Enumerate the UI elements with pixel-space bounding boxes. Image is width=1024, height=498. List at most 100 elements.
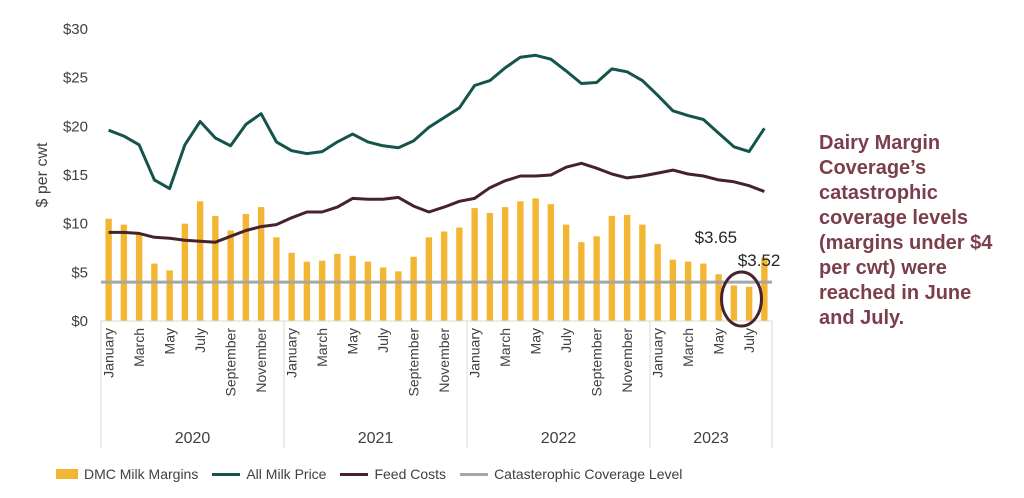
x-month-label: November (436, 328, 452, 393)
x-month-label: September (406, 328, 422, 397)
bar-dmc-margin (395, 271, 402, 321)
y-axis-label: $ per cwt (34, 142, 51, 207)
bar-dmc-margin (227, 230, 234, 321)
legend-label: Feed Costs (374, 466, 447, 482)
bar-dmc-margin (639, 224, 646, 321)
x-month-label: May (345, 328, 361, 354)
legend-item-dmc-margins: DMC Milk Margins (56, 466, 198, 482)
bar-dmc-margin (669, 259, 677, 321)
callout-line: Coverage’s (819, 157, 927, 179)
y-tick-label: $15 (63, 167, 88, 184)
legend-swatch (460, 472, 489, 476)
y-tick-label: $5 (71, 264, 88, 281)
bar-dmc-margin (242, 213, 250, 321)
bar-dmc-margin (181, 223, 189, 321)
x-month-label: September (223, 328, 239, 397)
bar-dmc-margin (196, 201, 204, 321)
bar-dmc-margin (364, 261, 372, 321)
bar-dmc-margin (379, 267, 387, 321)
bar-dmc-margin (608, 215, 616, 321)
x-month-label: May (711, 328, 727, 354)
bar-dmc-margin (303, 261, 311, 321)
legend-label: DMC Milk Margins (84, 466, 199, 482)
bar-dmc-margin (501, 207, 509, 321)
bar-dmc-margin (486, 212, 494, 321)
x-year-label: 2021 (358, 430, 394, 447)
legend-swatch (340, 472, 369, 476)
bar-dmc-margin (517, 201, 524, 321)
bar-dmc-margin (715, 274, 722, 321)
x-month-label: July (192, 328, 208, 353)
bar-dmc-margin (456, 227, 463, 321)
legend-swatch (212, 472, 241, 476)
bar-dmc-margin (700, 263, 707, 321)
x-month-label: July (375, 328, 391, 353)
x-month-label: July (741, 328, 757, 353)
x-year-label: 2020 (175, 430, 211, 447)
bar-dmc-margin (410, 256, 417, 321)
x-month-label: January (467, 328, 483, 378)
x-month-label: January (284, 328, 300, 378)
annotation-label: $3.65 (695, 228, 738, 247)
legend-item-all-milk-price: All Milk Price (212, 466, 326, 482)
x-month-label: March (680, 328, 696, 367)
x-month-label: March (314, 328, 330, 367)
callout-line: (margins under $4 (819, 232, 993, 254)
annotation-label: $3.52 (738, 251, 781, 270)
x-year-label: 2022 (541, 430, 577, 447)
bar-dmc-margin (532, 198, 539, 321)
callout-line: and July. (819, 307, 905, 329)
x-month-label: May (162, 328, 178, 354)
bar-dmc-margin (151, 263, 158, 321)
bar-dmc-margin (761, 257, 768, 321)
y-tick-label: $10 (63, 216, 88, 233)
x-month-label: November (619, 328, 635, 393)
bar-dmc-margin (318, 260, 326, 321)
bar-dmc-margin (623, 214, 631, 321)
bar-dmc-margin (562, 224, 570, 321)
callout-line: Dairy Margin (819, 132, 941, 154)
y-tick-label: $20 (63, 118, 88, 135)
bar-dmc-margin (166, 270, 173, 321)
bar-dmc-margin (349, 255, 356, 321)
callout-line: coverage levels (819, 207, 968, 229)
bar-dmc-margin (212, 215, 219, 321)
all-milk-price-line (108, 53, 766, 191)
bar-dmc-margin (730, 285, 738, 321)
legend-item-coverage-level: Catasterophic Coverage Level (460, 466, 682, 482)
x-month-label: January (650, 328, 666, 378)
bar-dmc-margin (105, 218, 112, 321)
bar-dmc-margin (288, 252, 295, 321)
y-tick-label: $0 (71, 313, 88, 330)
callout-line: reached in June (819, 282, 972, 304)
highlight-circle (720, 270, 763, 328)
x-month-label: July (558, 328, 574, 353)
x-month-label: March (131, 328, 147, 367)
bar-dmc-margin (471, 208, 478, 321)
x-month-label: January (101, 328, 117, 378)
callout-line: per cwt) were (819, 257, 947, 279)
bar-dmc-margin (257, 207, 265, 321)
x-month-label: May (528, 328, 544, 354)
x-month-label: September (589, 328, 605, 397)
chart-legend: DMC Milk Margins All Milk Price Feed Cos… (56, 464, 696, 484)
bar-dmc-margin (135, 233, 143, 321)
bar-dmc-margin (273, 237, 280, 321)
bar-dmc-margin (425, 237, 433, 321)
callout-text: Dairy Margin Coverage’s catastrophic cov… (819, 131, 1019, 331)
legend-item-feed-costs: Feed Costs (340, 466, 446, 482)
bar-dmc-margin (745, 286, 753, 321)
callout-line: catastrophic (819, 182, 938, 204)
bar-dmc-margin (440, 231, 448, 321)
legend-swatch (56, 469, 78, 479)
bar-dmc-margin (334, 253, 341, 321)
x-month-label: March (497, 328, 513, 367)
bar-dmc-margin (547, 204, 555, 321)
y-tick-label: $25 (63, 70, 88, 87)
legend-label: Catasterophic Coverage Level (494, 466, 683, 482)
feed-costs-line (108, 161, 765, 244)
bar-dmc-margin (684, 261, 692, 321)
bar-dmc-margin (120, 224, 128, 321)
legend-label: All Milk Price (246, 466, 327, 482)
